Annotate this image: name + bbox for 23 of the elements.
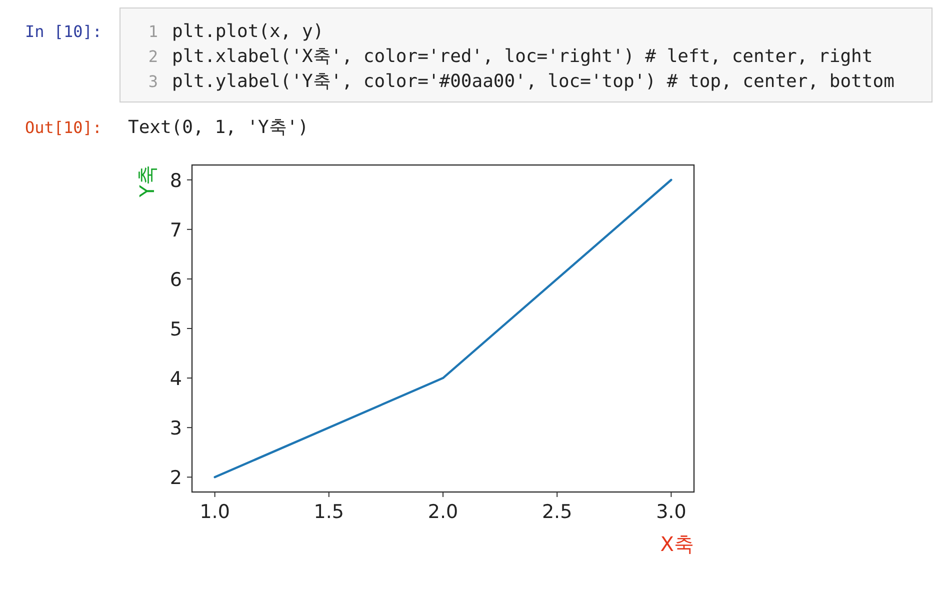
y-tick-label: 6: [170, 268, 182, 291]
text: plt.xlabel('X축', color='red', loc='right') # left, center, right: [172, 46, 873, 67]
y-tick-label: 3: [170, 418, 182, 440]
y-tick-label: 5: [170, 318, 182, 340]
y-axis-title: Y축: [135, 165, 159, 198]
text: plt.plot(x, y): [172, 21, 324, 42]
text: 2: [148, 47, 158, 66]
y-tick-label: 4: [170, 368, 182, 390]
x-tick-label: 1.0: [200, 501, 230, 523]
text: Text(0, 1, 'Y축'): [128, 117, 309, 138]
x-tick-label: 1.5: [314, 501, 344, 523]
y-tick-label: 8: [170, 170, 182, 192]
text: plt.ylabel('Y축', color='#00aa00', loc='top') # top, center, bottom: [172, 71, 894, 92]
x-tick-label: 3.0: [656, 501, 686, 523]
x-tick-label: 2.0: [428, 501, 458, 523]
text: In [10]:: [25, 22, 102, 41]
y-tick-label: 2: [170, 467, 182, 490]
x-tick-label: 2.5: [542, 501, 572, 523]
x-axis-title: X축: [660, 532, 694, 556]
text: 1: [148, 22, 158, 41]
text: 3: [148, 72, 158, 91]
y-tick-label: 7: [170, 219, 182, 242]
text: Out[10]:: [25, 118, 102, 137]
